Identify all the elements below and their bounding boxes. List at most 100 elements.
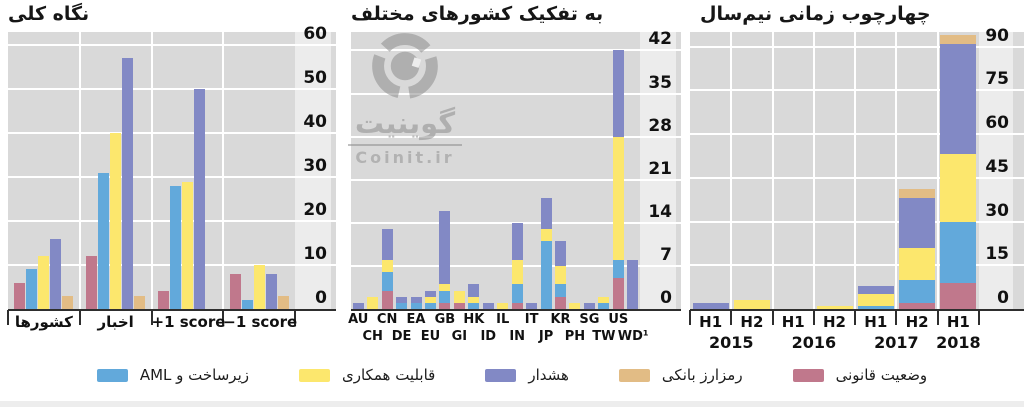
bar-segment xyxy=(899,247,936,280)
bar-segment xyxy=(241,300,253,309)
x-category-label: US xyxy=(608,312,629,327)
bar-segment xyxy=(627,259,639,309)
bar-segment xyxy=(816,306,853,309)
bar-segment xyxy=(424,302,436,309)
grid-line-h xyxy=(8,176,336,179)
y-axis-label: 7 xyxy=(660,244,672,265)
bar-segment xyxy=(134,295,146,309)
y-axis-label: 10 xyxy=(303,244,327,265)
bar-segment xyxy=(612,259,624,279)
x-category-label: EA xyxy=(406,312,426,327)
bar-segment xyxy=(598,296,610,303)
plot-area: 0 7 14 21 28 35 42 xyxy=(351,29,681,309)
axis-tick xyxy=(78,310,81,325)
bar-segment xyxy=(612,50,624,137)
bar-segment xyxy=(692,303,729,309)
x-category-label: CH xyxy=(362,329,383,344)
bar-segment xyxy=(899,303,936,309)
y-axis-label-strip xyxy=(979,32,1013,309)
legend-label: قابلیت همکاری xyxy=(342,366,436,384)
grid-line-v xyxy=(936,32,939,309)
y-axis-label: 35 xyxy=(648,72,672,93)
grid-line-h xyxy=(690,220,1024,223)
grid-line-h xyxy=(690,264,1024,267)
bar-segment xyxy=(612,278,624,309)
grid-line-h xyxy=(351,178,681,181)
bar-segment xyxy=(555,241,567,266)
legend: زیرساخت و AML قابلیت همکاری هشدار رمزارز با… xyxy=(0,366,1024,384)
y-axis-label: 42 xyxy=(648,29,672,50)
x-category-label: CN xyxy=(376,312,398,327)
legend-swatch-icon xyxy=(96,368,128,382)
bar-segment xyxy=(511,222,523,260)
x-category-label: DE xyxy=(391,329,412,344)
bar-segment xyxy=(511,259,523,285)
bar-segment xyxy=(86,256,98,309)
bar-segment xyxy=(26,269,38,309)
legend-swatch-icon xyxy=(299,368,330,382)
grid-line-h xyxy=(8,44,336,47)
y-axis-label: 45 xyxy=(985,156,1009,177)
grid-line-h xyxy=(690,176,1024,179)
panel-title-overview: نگاه کلی xyxy=(8,3,90,25)
axis-tick xyxy=(150,310,153,325)
grid-line-h xyxy=(351,135,681,138)
bar-segment xyxy=(940,282,977,309)
bar-segment xyxy=(899,198,936,248)
x-category-label: TW xyxy=(592,329,616,344)
bar-segment xyxy=(940,221,977,283)
legend-item: وضعیت قانونی xyxy=(792,366,928,384)
y-axis-label: 30 xyxy=(303,156,327,177)
y-axis-label-strip xyxy=(295,32,331,309)
bar-segment xyxy=(62,295,74,309)
y-axis-label: 0 xyxy=(660,288,672,308)
bar-segment xyxy=(169,185,181,309)
axis-tick xyxy=(222,310,225,325)
panel-title-timeframe: چهارچوب زمانی نیم‌سال xyxy=(700,3,931,25)
legend-label: وضعیت قانونی xyxy=(835,366,928,384)
bar-segment xyxy=(38,256,50,309)
axis-tick xyxy=(895,310,898,325)
y-axis-label: 28 xyxy=(648,115,672,136)
grid-line-h xyxy=(351,221,681,224)
x-category-label: اخبار xyxy=(97,313,134,331)
bar-segment xyxy=(555,265,567,285)
x-category-label: −1 score xyxy=(223,313,298,331)
bar-segment xyxy=(583,302,595,309)
x-halfyear-label: H1 xyxy=(699,313,723,331)
axis-tick xyxy=(730,310,733,325)
y-axis-label: 14 xyxy=(648,201,672,222)
x-category-label: WD¹ xyxy=(617,329,649,344)
bar-segment xyxy=(940,43,977,155)
x-halfyear-label: H2 xyxy=(822,313,846,331)
bar-segment xyxy=(940,34,977,44)
axis-tick xyxy=(978,310,980,325)
legend-label: زیرساخت و AML xyxy=(139,366,249,384)
grid-line-h xyxy=(690,133,1024,136)
bar-segment xyxy=(410,302,422,309)
bar-segment xyxy=(482,302,494,309)
y-axis-label: 90 xyxy=(985,25,1009,46)
bar-segment xyxy=(511,284,523,303)
bar-segment xyxy=(381,259,393,273)
x-category-label: IN xyxy=(509,329,526,344)
bar-segment xyxy=(857,285,894,295)
bar-segment xyxy=(396,296,408,303)
y-axis-label: 30 xyxy=(985,200,1009,221)
y-axis-label: 20 xyxy=(303,200,327,221)
grid-line-h xyxy=(8,132,336,135)
grid-line-h xyxy=(690,45,1024,48)
y-axis-label: 60 xyxy=(303,24,327,45)
bar-segment xyxy=(598,302,610,309)
bar-segment xyxy=(468,296,480,303)
bar-segment xyxy=(181,181,193,309)
bar-segment xyxy=(453,290,465,303)
bar-segment xyxy=(14,282,26,309)
y-axis-label: 75 xyxy=(985,69,1009,90)
x-halfyear-label: H1 xyxy=(781,313,805,331)
x-halfyear-label: H1 xyxy=(946,313,970,331)
bar-segment xyxy=(98,172,110,309)
axis-tick xyxy=(812,310,815,325)
grid-line-v xyxy=(895,32,898,309)
y-axis-label: 21 xyxy=(648,158,672,179)
